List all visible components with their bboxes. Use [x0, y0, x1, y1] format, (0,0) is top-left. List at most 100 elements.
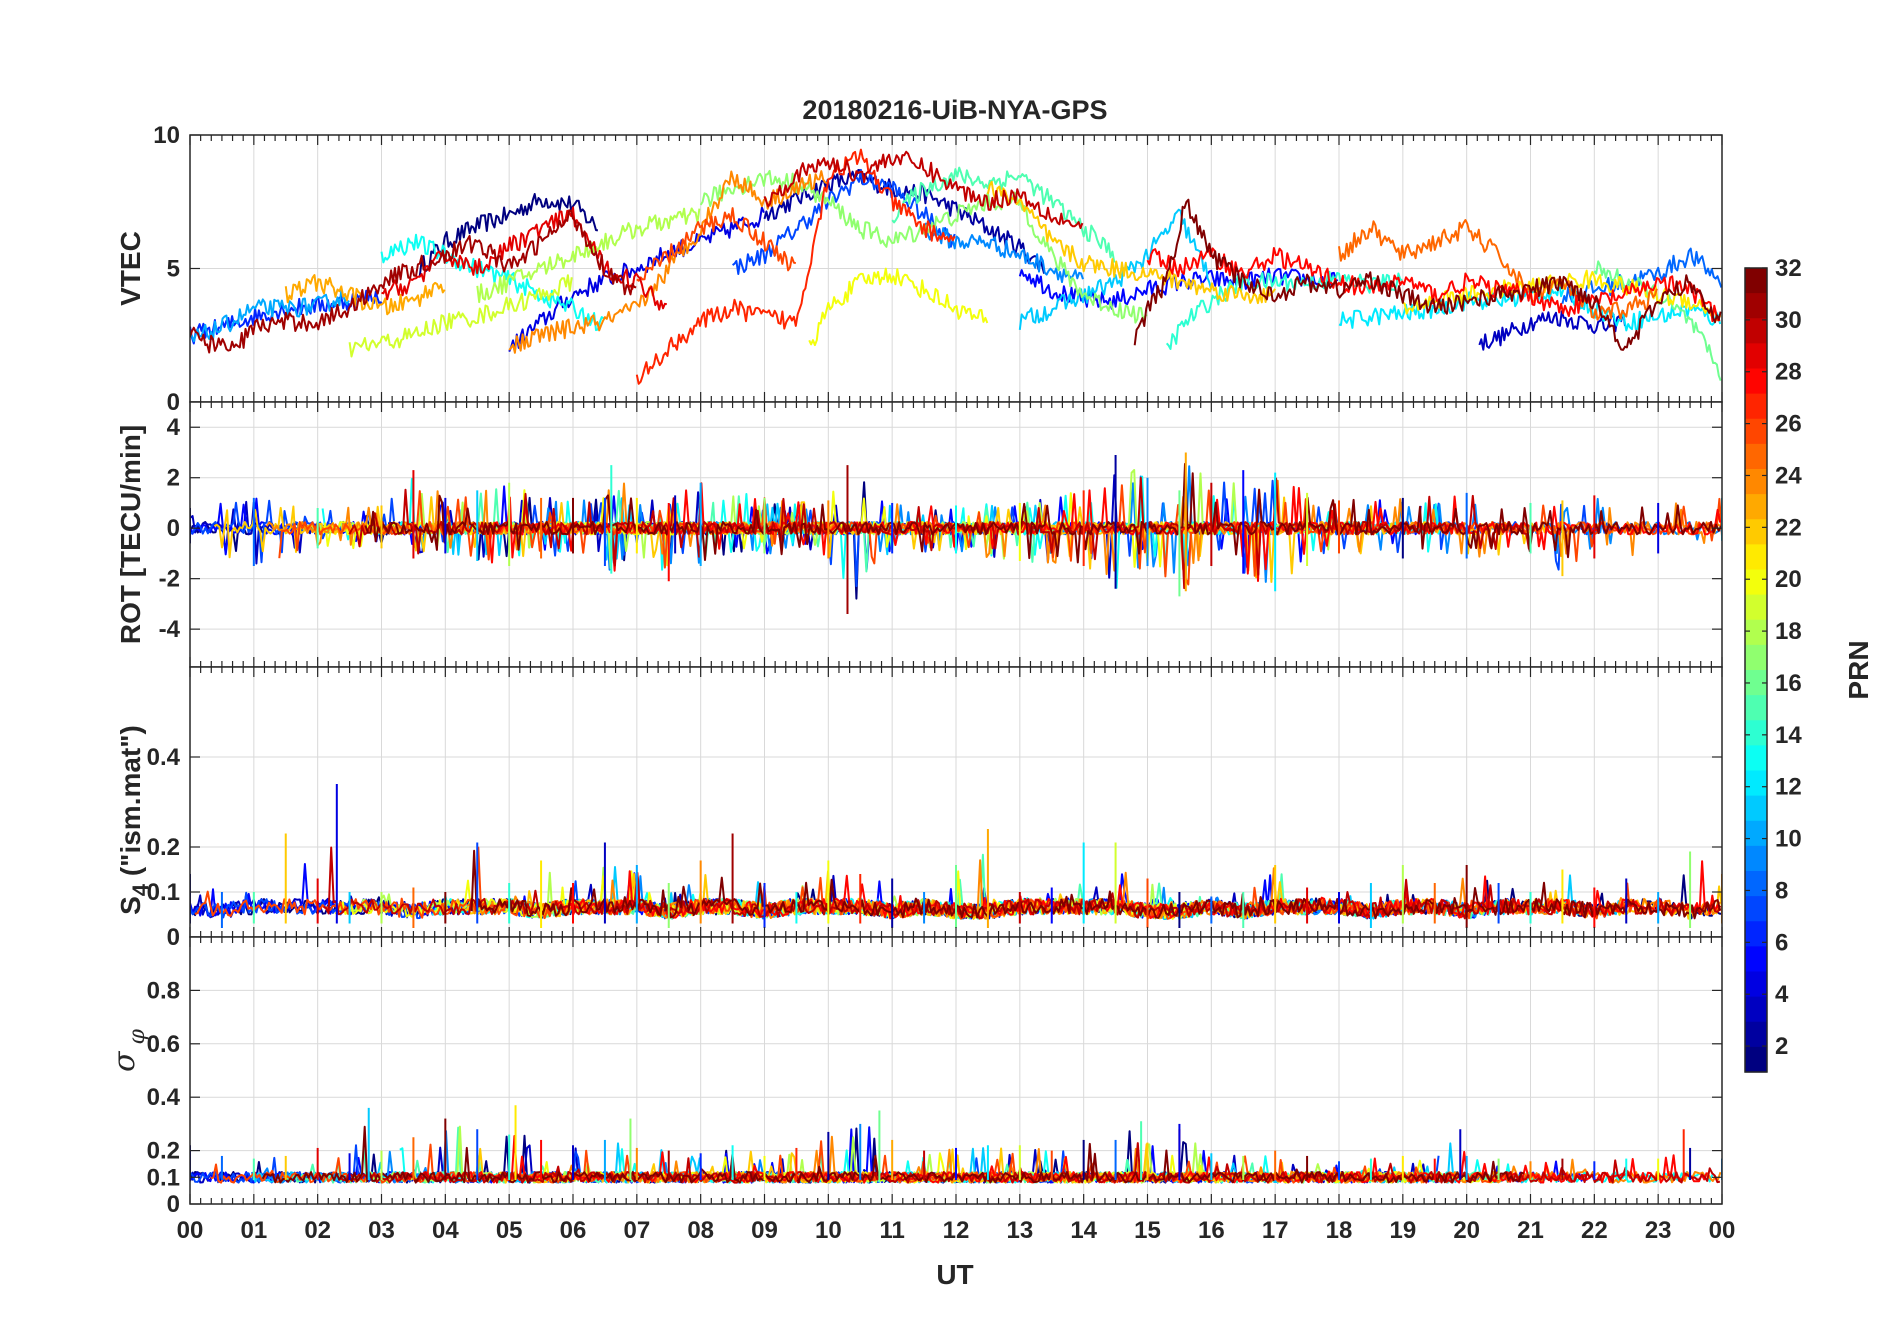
- x-tick-label: 06: [560, 1217, 587, 1244]
- colorbar-segment: [1745, 519, 1767, 545]
- x-tick-label: 17: [1262, 1217, 1289, 1244]
- y-tick-label: 0: [167, 1191, 180, 1218]
- vtec-trace-prn-25: [1338, 219, 1658, 321]
- x-tick-label: 12: [943, 1217, 970, 1244]
- colorbar-segment: [1745, 770, 1767, 797]
- colorbar-segment: [1745, 845, 1767, 872]
- panel-rot: -4 -2 0 2 4 ROT [TECU/min]: [115, 401, 1723, 668]
- colorbar-tick-label: 12: [1775, 774, 1802, 801]
- colorbar-tick-label: 20: [1775, 566, 1802, 593]
- x-tick-label: 08: [687, 1217, 714, 1244]
- vtec-trace-prn-17: [699, 169, 1148, 324]
- x-tick-label: 01: [240, 1217, 267, 1244]
- colorbar-segment: [1745, 494, 1767, 520]
- vtec-trace-prn-14: [1165, 270, 1403, 350]
- y-tick-label: 0.2: [147, 834, 180, 861]
- x-tick-label: 11: [879, 1217, 904, 1244]
- x-tick-label: 14: [1070, 1217, 1097, 1244]
- chart-title: 20180216-UiB-NYA-GPS: [802, 95, 1107, 125]
- y-tick-label: -4: [159, 616, 181, 643]
- x-tick-label: 00: [1709, 1217, 1736, 1244]
- colorbar-tick-label: 16: [1775, 670, 1802, 697]
- vtec-trace-prn-18: [476, 207, 701, 304]
- colorbar-segment: [1745, 1046, 1767, 1073]
- y-axis-label: S4 ("ism.mat"): [115, 725, 153, 915]
- colorbar-segment: [1745, 293, 1767, 319]
- y-axis-label: VTEC: [115, 231, 146, 306]
- colorbar-segment: [1745, 569, 1767, 596]
- x-axis: 00 01 02 03 04 05 06 07 08 09 10 11 12 13 14 15 16 17 18 19…: [177, 1217, 1736, 1244]
- colorbar-segment: [1745, 418, 1767, 445]
- colorbar-segment: [1745, 469, 1767, 495]
- colorbar-segment: [1745, 820, 1767, 847]
- x-tick-label: 22: [1581, 1217, 1608, 1244]
- traces: [190, 784, 1722, 928]
- x-tick-label: 18: [1326, 1217, 1353, 1244]
- panel-s4: 0 0.1 0.2 0.4S4 ("ism.mat"): [115, 666, 1723, 951]
- colorbar-segment: [1745, 971, 1767, 998]
- panel-sigma: 00.10.2 0.4 0.6 0.8 σ φ: [107, 936, 1723, 1218]
- colorbar-segment: [1745, 644, 1767, 671]
- colorbar-label: PRN: [1843, 640, 1874, 699]
- colorbar-segment: [1745, 544, 1767, 571]
- x-tick-label: 02: [304, 1217, 331, 1244]
- x-tick-label: 13: [1006, 1217, 1033, 1244]
- colorbar-tick-label: 4: [1775, 981, 1789, 1008]
- y-tick-label: 4: [167, 414, 181, 441]
- x-tick-label: 21: [1517, 1217, 1544, 1244]
- colorbar-segment: [1745, 318, 1767, 344]
- colorbar-tick-label: 26: [1775, 411, 1802, 438]
- s4-trace-prn-32: [470, 849, 1722, 920]
- colorbar-tick-label: 14: [1775, 722, 1802, 749]
- y-axis-label: ROT [TECU/min]: [115, 425, 146, 644]
- y-tick-label: 0.1: [147, 1164, 180, 1191]
- colorbar-segment: [1745, 268, 1767, 294]
- x-tick-label: 05: [496, 1217, 523, 1244]
- y-tick-label: 2: [167, 465, 180, 492]
- y-tick-label: 5: [167, 256, 180, 283]
- y-tick-label: 0.6: [147, 1031, 180, 1058]
- x-tick-label: 03: [368, 1217, 395, 1244]
- y-tick-label: 0.2: [147, 1138, 180, 1165]
- vtec-trace-prn-19: [348, 274, 573, 358]
- vtec-trace-prn-32: [1133, 198, 1722, 351]
- x-tick-label: 19: [1389, 1217, 1416, 1244]
- colorbar-tick-label: 22: [1775, 514, 1802, 541]
- vtec-trace-prn-13: [380, 233, 605, 332]
- x-tick-label: 23: [1645, 1217, 1672, 1244]
- x-tick-label: 20: [1453, 1217, 1480, 1244]
- colorbar-segment: [1745, 946, 1767, 973]
- colorbar-segment: [1745, 871, 1767, 897]
- x-tick-label: 16: [1198, 1217, 1225, 1244]
- vtec-trace-prn-26: [636, 207, 797, 282]
- colorbar-segment: [1745, 619, 1767, 646]
- x-tick-label: 04: [432, 1217, 459, 1244]
- y-tick-label: 0.8: [147, 977, 180, 1004]
- vtec-trace-prn-11: [1018, 208, 1213, 331]
- colorbar-segment: [1745, 795, 1767, 822]
- colorbar-segment: [1745, 343, 1767, 370]
- colorbar-tick-label: 10: [1775, 826, 1802, 853]
- x-axis-label: UT: [936, 1259, 973, 1290]
- rot-trace-prn-32: [364, 462, 1722, 564]
- colorbar-tick-label: 32: [1775, 255, 1802, 282]
- colorbar-segment: [1745, 368, 1767, 395]
- x-tick-label: 00: [177, 1217, 204, 1244]
- y-tick-label: 0.4: [147, 744, 181, 771]
- x-tick-label: 10: [815, 1217, 842, 1244]
- colorbar-segment: [1745, 393, 1767, 420]
- panel-vtec: 0 5 10 VTEC: [115, 122, 1723, 416]
- y-tick-label: 0.4: [147, 1084, 181, 1111]
- colorbar-segment: [1745, 670, 1767, 696]
- colorbar-tick-label: 18: [1775, 618, 1802, 645]
- colorbar-tick-label: 24: [1775, 462, 1802, 489]
- vtec-trace-prn-10: [190, 289, 350, 343]
- colorbar-segment: [1745, 996, 1767, 1023]
- vtec-trace-prn-20: [808, 267, 989, 347]
- colorbar-segment: [1745, 921, 1767, 947]
- colorbar-segment: [1745, 896, 1767, 922]
- sigma-trace-prn-32: [261, 1125, 1525, 1184]
- traces: [190, 1105, 1722, 1184]
- colorbar-tick-label: 28: [1775, 359, 1802, 386]
